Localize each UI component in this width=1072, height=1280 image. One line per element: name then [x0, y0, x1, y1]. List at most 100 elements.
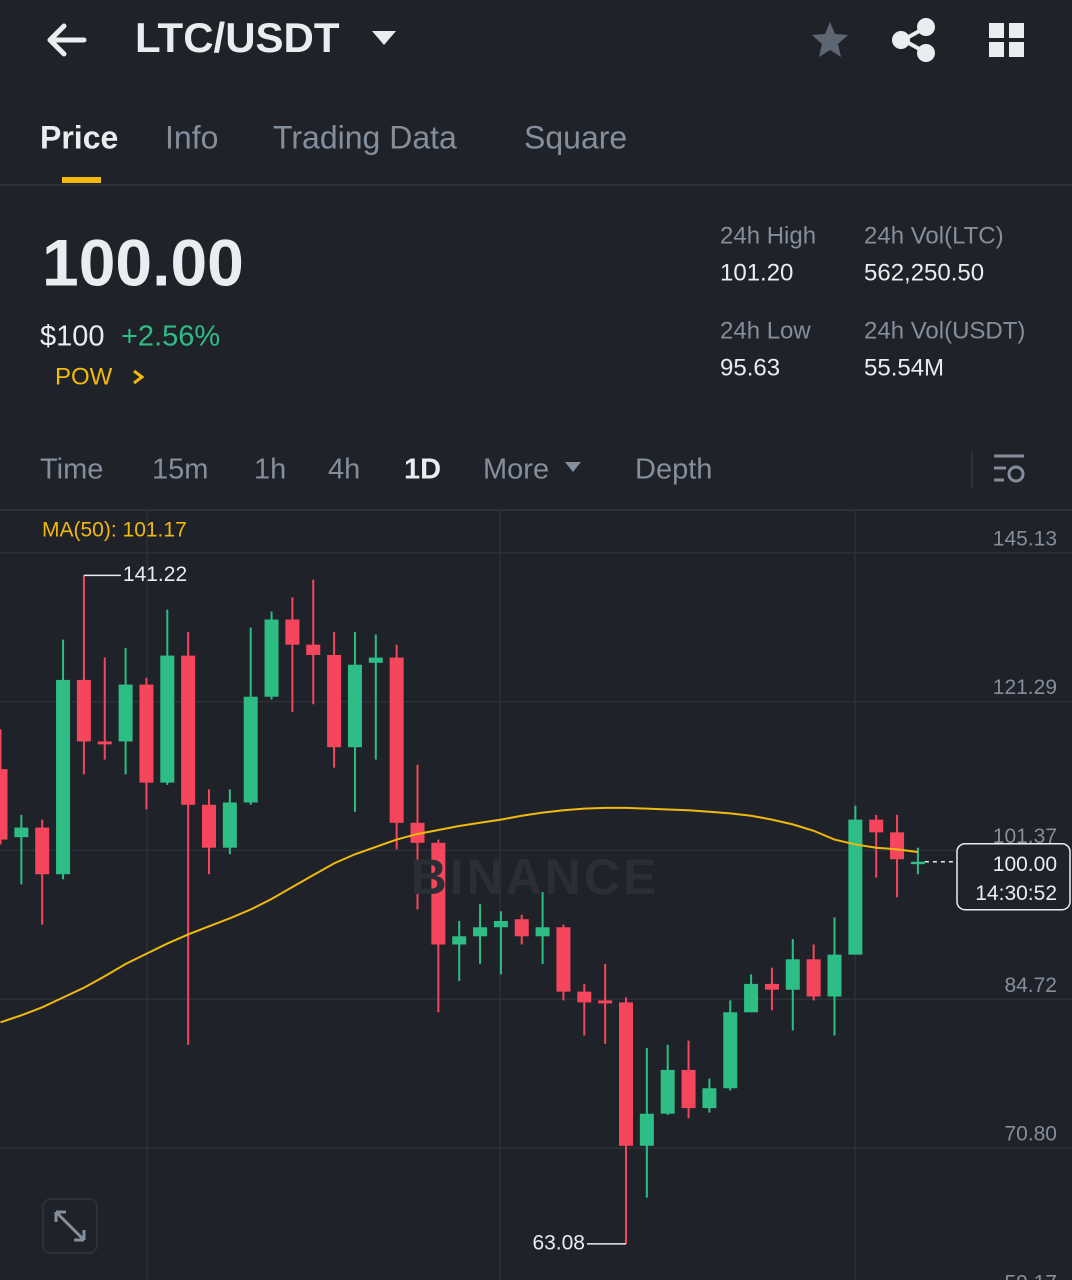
candle-body: [890, 832, 905, 860]
candle-body: [0, 769, 8, 840]
candle-body: [264, 619, 279, 697]
grid-cell: [989, 23, 1004, 38]
candle-body: [535, 927, 550, 937]
candle-body: [181, 655, 196, 805]
stat-value: 95.63: [720, 354, 780, 381]
stat-label: 24h High: [720, 222, 816, 249]
grid-cell: [989, 42, 1004, 57]
candle-body: [848, 819, 863, 955]
watermark: BINANCE: [411, 849, 660, 905]
candle-body: [14, 827, 29, 838]
candle-body: [702, 1088, 717, 1109]
tab[interactable]: Square: [524, 119, 627, 155]
low-marker-label: 63.08: [532, 1231, 585, 1254]
interval[interactable]: 1D: [404, 454, 441, 486]
y-tick-label: 59.17: [1004, 1272, 1057, 1280]
expand-icon: [54, 1210, 86, 1242]
candle-body: [827, 954, 842, 997]
candle-body: [598, 1000, 613, 1004]
share-dot: [917, 18, 935, 36]
candle-body: [452, 936, 467, 945]
candle-body: [723, 1012, 738, 1089]
candle-body: [222, 802, 237, 848]
candle-body: [493, 921, 508, 928]
tag-chevron: [133, 369, 145, 385]
candle-body: [368, 657, 383, 663]
candle-body: [139, 684, 154, 783]
chart-settings[interactable]: [994, 454, 1025, 483]
candle-body: [56, 679, 71, 875]
y-tick-label: 84.72: [1004, 974, 1057, 997]
interval[interactable]: More: [483, 454, 549, 486]
candle-body: [869, 819, 884, 833]
grid-cell: [1009, 42, 1024, 57]
tab[interactable]: Info: [165, 119, 218, 155]
candle-body: [681, 1069, 696, 1109]
candle-body: [35, 827, 50, 875]
more-dropdown[interactable]: [565, 462, 581, 472]
candle-body: [118, 684, 133, 742]
stat-value: 55.54M: [864, 354, 944, 381]
pair-dropdown[interactable]: [372, 31, 396, 45]
interval[interactable]: Depth: [635, 454, 712, 486]
y-tick-label: 145.13: [993, 527, 1057, 550]
candle-body: [76, 679, 91, 742]
price-change: +2.56%: [121, 321, 220, 353]
candle-body: [806, 959, 821, 997]
candle-body: [473, 927, 488, 937]
interval[interactable]: Time: [40, 454, 103, 486]
candle-body: [97, 741, 112, 745]
expand-button[interactable]: [42, 1198, 98, 1254]
candle-body: [327, 654, 342, 748]
stat-label: 24h Vol(LTC): [864, 222, 1004, 249]
candle-body: [306, 644, 321, 655]
settings-gear: [1007, 465, 1025, 483]
countdown-label: 14:30:52: [975, 882, 1057, 905]
candle-body: [785, 959, 800, 990]
candle-body: [285, 619, 300, 645]
back-arrow: [47, 23, 87, 57]
candle-body: [389, 657, 404, 823]
stat-label: 24h Low: [720, 317, 811, 344]
candle-body: [660, 1069, 675, 1114]
y-tick-label: 121.29: [993, 676, 1057, 699]
tab[interactable]: Price: [40, 119, 118, 155]
stat-value: 562,250.50: [864, 259, 984, 286]
candle-body: [431, 842, 446, 945]
pair-title: LTC/USDT: [135, 14, 340, 61]
candle-body: [410, 822, 425, 843]
coin-tag[interactable]: POW: [55, 363, 113, 390]
stat-label: 24h Vol(USDT): [864, 317, 1025, 344]
candle-body: [744, 983, 759, 1013]
fiat-price: $100: [40, 321, 105, 353]
candle-body: [639, 1113, 654, 1146]
candle-body: [764, 983, 779, 990]
candle-body: [160, 655, 175, 783]
high-marker-label: 141.22: [123, 563, 187, 586]
interval[interactable]: 15m: [152, 454, 208, 486]
tab[interactable]: Trading Data: [273, 119, 457, 155]
interval[interactable]: 1h: [254, 454, 286, 486]
candle-body: [514, 919, 529, 937]
favorite-star[interactable]: [812, 22, 848, 57]
candle-body: [619, 1002, 633, 1146]
last-price-label: 100.00: [993, 853, 1057, 876]
y-tick-label: 101.37: [993, 825, 1057, 848]
active-tab-indicator: [62, 177, 101, 183]
back-button[interactable]: [47, 23, 87, 57]
share-button[interactable]: [892, 18, 935, 62]
candle-body: [910, 861, 925, 865]
candle-body: [243, 696, 258, 803]
last-price: 100.00: [42, 225, 244, 299]
ma-line: [0, 806, 919, 1024]
y-tick-label: 70.80: [1004, 1123, 1057, 1146]
interval[interactable]: 4h: [328, 454, 360, 486]
candle-body: [577, 991, 592, 1003]
candle-body: [202, 804, 216, 848]
grid-menu[interactable]: [989, 23, 1024, 57]
share-dot: [892, 31, 910, 49]
plot: 145.13 121.29 101.37 84.72 70.80 59.17 MA(50):…: [0, 519, 1072, 1280]
